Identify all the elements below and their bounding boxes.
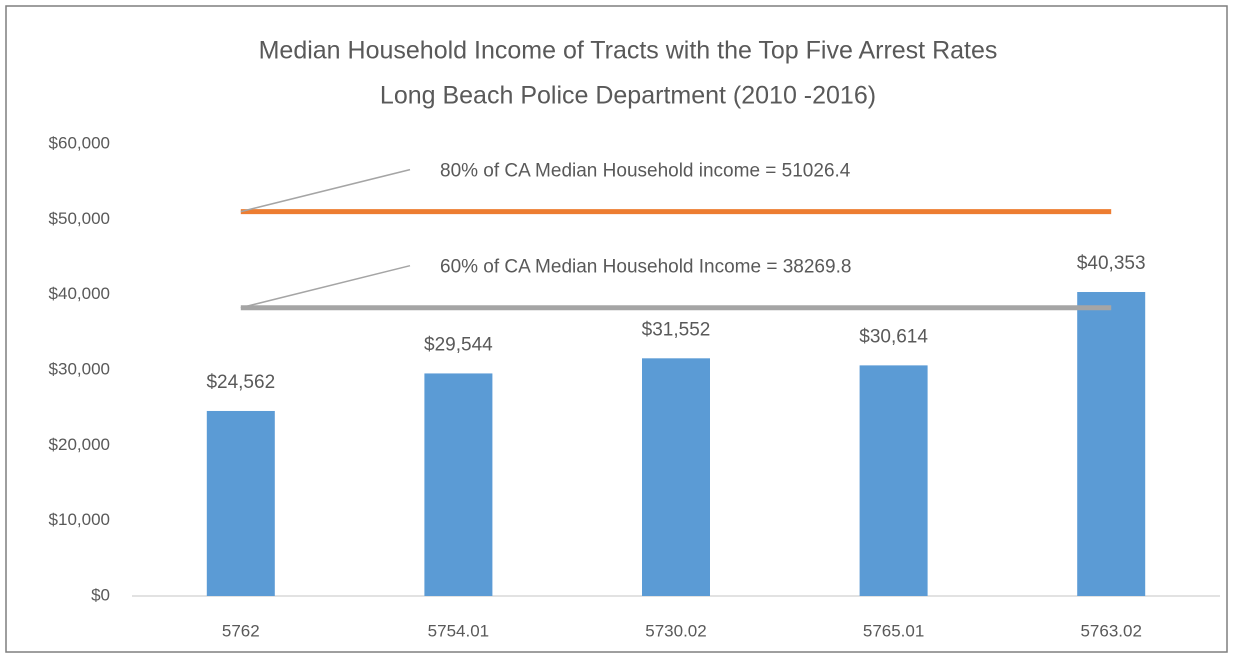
reference-label: 80% of CA Median Household income = 5102… <box>440 161 851 182</box>
chart-title: Median Household Income of Tracts with t… <box>259 37 998 65</box>
bar <box>424 373 493 596</box>
x-tick-label: 5763.02 <box>1080 621 1141 640</box>
bar <box>642 358 710 596</box>
y-tick-label: $50,000 <box>49 209 110 228</box>
x-tick-label: 5754.01 <box>428 621 489 640</box>
value-label: $24,562 <box>206 372 275 393</box>
chart-subtitle: Long Beach Police Department (2010 -2016… <box>380 82 876 110</box>
y-tick-label: $0 <box>91 585 110 604</box>
bar <box>206 410 275 596</box>
y-tick-label: $60,000 <box>49 133 110 152</box>
annotation-leader <box>240 168 411 213</box>
y-tick-label: $20,000 <box>49 435 110 454</box>
x-tick-label: 5762 <box>222 621 260 640</box>
y-tick-label: $10,000 <box>49 510 110 529</box>
y-tick-label: $40,000 <box>49 284 110 303</box>
value-label: $31,552 <box>642 319 711 340</box>
bar <box>1077 292 1146 596</box>
value-label: $29,544 <box>424 334 493 355</box>
x-tick-label: 5730.02 <box>645 621 706 640</box>
reference-label: 60% of CA Median Household Income = 3826… <box>440 257 851 278</box>
annotation-leader <box>240 264 411 309</box>
value-label: $40,353 <box>1077 253 1146 274</box>
x-tick-label: 5765.01 <box>863 621 924 640</box>
value-label: $30,614 <box>859 326 928 347</box>
bar <box>859 365 928 596</box>
y-tick-label: $30,000 <box>49 359 110 378</box>
